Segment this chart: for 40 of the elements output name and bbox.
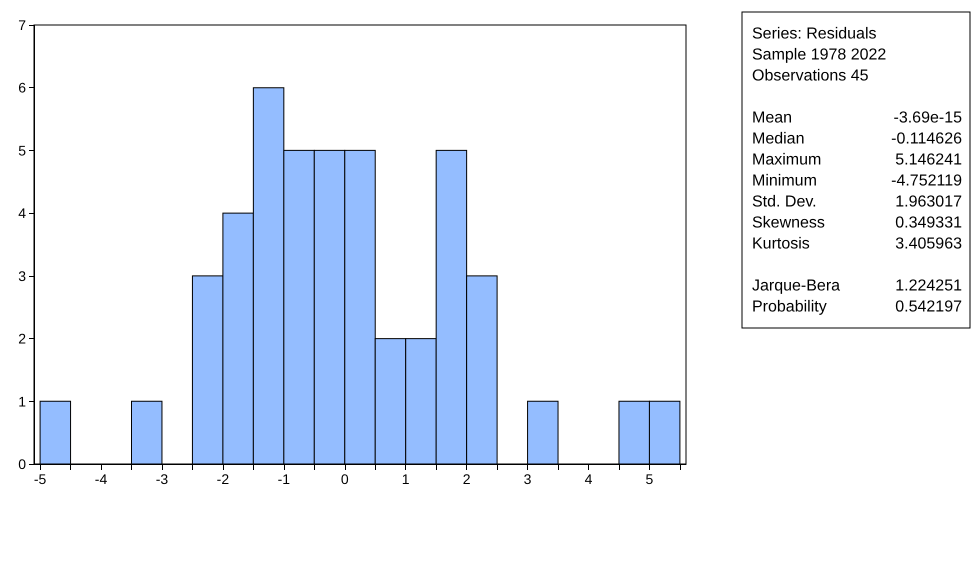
text: 0.349331 xyxy=(895,214,962,232)
y-tick-label: 5 xyxy=(18,142,26,158)
y-tick-label: 7 xyxy=(18,17,26,33)
text: 5.146241 xyxy=(895,152,962,168)
text: Maximum xyxy=(752,152,822,168)
text: Jarque-Bera xyxy=(752,278,840,294)
text: Sample 1978 2022 xyxy=(752,46,886,64)
text: 1.224251 xyxy=(895,278,962,294)
text: Mean xyxy=(752,110,792,126)
text: -3.69e-15 xyxy=(894,110,962,126)
y-tick-label: 0 xyxy=(18,456,26,472)
x-tick-label: 0 xyxy=(340,471,349,487)
text: 0.542197 xyxy=(895,298,962,316)
text: Probability xyxy=(752,298,827,316)
text: 3.405963 xyxy=(895,236,962,252)
y-tick-label: 6 xyxy=(18,80,26,96)
x-tick-label: 2 xyxy=(462,471,471,487)
x-tick-label: 5 xyxy=(646,471,654,487)
text: Minimum xyxy=(752,172,817,190)
x-tick-label: 1 xyxy=(402,471,410,487)
x-tick-label: -1 xyxy=(278,471,290,487)
text: Median xyxy=(752,130,804,148)
text: Observations 45 xyxy=(752,68,869,84)
text: -0.114626 xyxy=(891,130,962,148)
text: Kurtosis xyxy=(752,236,810,252)
text: Skewness xyxy=(752,214,825,232)
x-tick-label: 3 xyxy=(524,471,532,487)
text: -4.752119 xyxy=(891,172,962,190)
text: 1.963017 xyxy=(895,194,962,210)
text: Series: Residuals xyxy=(752,26,876,42)
y-tick-label: 2 xyxy=(18,330,26,347)
x-tick-label: -4 xyxy=(94,471,108,487)
x-tick-label: -5 xyxy=(34,471,47,487)
y-tick-label: 4 xyxy=(18,205,26,222)
x-tick-label: -2 xyxy=(216,471,230,487)
text: Std. Dev. xyxy=(752,194,817,210)
x-tick-label: 4 xyxy=(584,471,593,487)
y-tick-label: 1 xyxy=(18,393,26,410)
x-tick-label: -3 xyxy=(156,471,168,487)
y-tick-label: 3 xyxy=(18,268,26,284)
